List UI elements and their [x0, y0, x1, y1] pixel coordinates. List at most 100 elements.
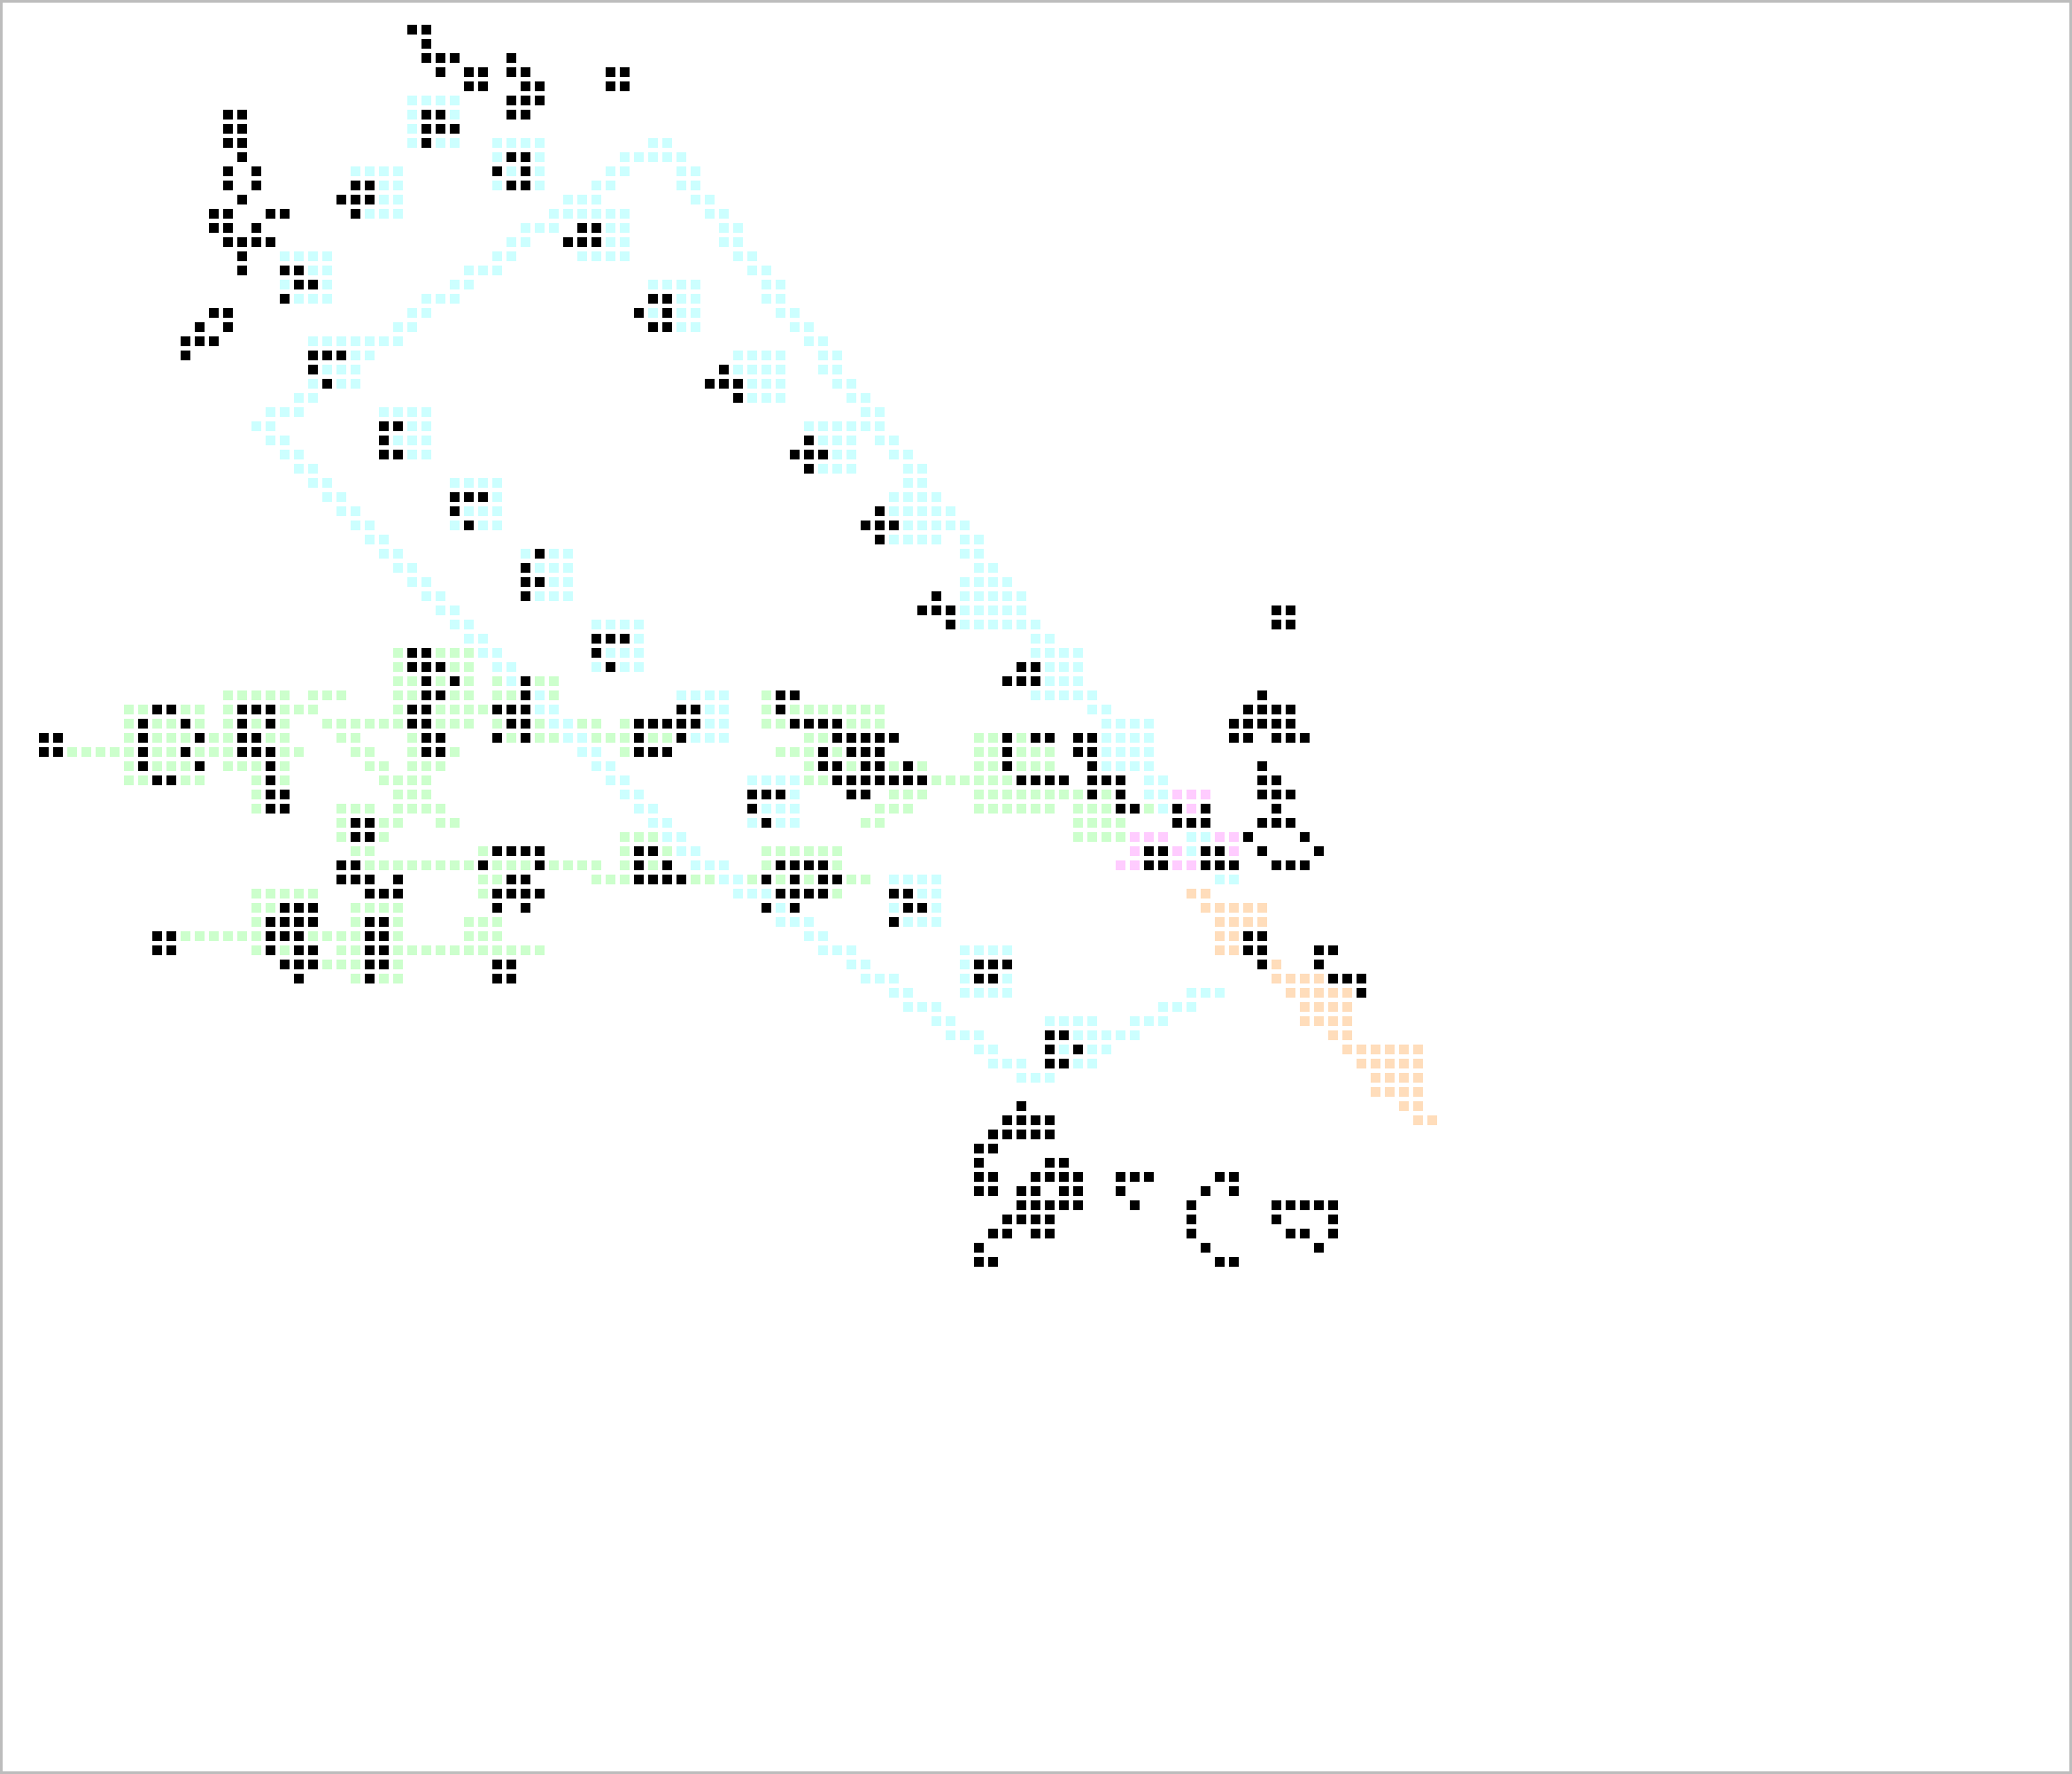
live-cell — [932, 605, 941, 615]
trail-cell-cyan-upper-stream — [1087, 690, 1097, 700]
trail-cell-green-oscillator-n — [478, 875, 488, 884]
trail-cell-cyan-upper-stream — [804, 322, 814, 332]
trail-cell-cyan-lower-stream — [1158, 1016, 1168, 1026]
live-cell — [393, 875, 403, 884]
trail-cell-orange-stream — [1399, 1087, 1409, 1097]
live-cell — [1257, 690, 1267, 700]
live-cell — [1272, 733, 1281, 743]
trail-cell-cyan-block-p — [691, 733, 700, 743]
live-cell — [521, 676, 530, 686]
trail-cell-green-oscillator-l — [1017, 747, 1026, 757]
live-cell — [1201, 818, 1210, 828]
trail-cell-cyan-northwest-stream — [266, 407, 275, 417]
live-cell — [1130, 1200, 1140, 1210]
live-cell — [436, 747, 445, 757]
trail-cell-green-upper-row — [421, 804, 431, 814]
live-cell — [237, 195, 247, 204]
live-cell — [577, 237, 587, 247]
live-cell — [988, 1144, 998, 1153]
trail-cell-green-right-row — [1087, 804, 1097, 814]
trail-cell-cyan-block-b — [393, 209, 403, 219]
live-cell — [1144, 846, 1154, 856]
live-cell — [266, 237, 275, 247]
trail-cell-cyan-block-r — [762, 804, 771, 814]
trail-cell-green-oscillator-b — [223, 761, 233, 771]
live-cell — [506, 846, 516, 856]
live-cell — [762, 790, 771, 799]
trail-cell-cyan-northwest-stream — [336, 492, 346, 502]
trail-cell-cyan-northwest-stream — [464, 634, 474, 644]
live-cell — [634, 860, 644, 870]
trail-cell-orange-stream — [1357, 1059, 1366, 1068]
trail-cell-cyan-block-n — [591, 662, 601, 672]
trail-cell-cyan-lower-stream — [903, 1002, 913, 1012]
trail-cell-cyan-upper-stream — [861, 421, 870, 431]
trail-cell-green-middle-row — [506, 860, 516, 870]
live-cell — [776, 889, 785, 899]
trail-cell-green-upper-row — [223, 747, 233, 757]
trail-cell-green-oscillator-i — [762, 705, 771, 714]
trail-cell-cyan-block-k — [932, 521, 941, 530]
live-cell — [988, 960, 998, 969]
trail-cell-green-middle-row — [591, 860, 601, 870]
trail-cell-green-upper-row — [379, 719, 389, 729]
trail-cell-cyan-lower-stream — [747, 889, 757, 899]
trail-cell-orange-block-b — [1314, 988, 1324, 998]
live-cell — [974, 1172, 984, 1182]
trail-cell-cyan-block-q — [1144, 733, 1154, 743]
trail-cell-green-upper-row — [294, 747, 304, 757]
trail-cell-cyan-block-a — [535, 152, 545, 162]
trail-cell-cyan-northwest-stream — [662, 818, 672, 828]
trail-cell-cyan-block-m — [960, 591, 970, 601]
trail-cell-cyan-block-i — [847, 436, 856, 445]
trail-cell-cyan-lower-stream — [932, 1016, 941, 1026]
trail-cell-cyan-northwest-stream — [577, 733, 587, 743]
trail-cell-green-lower-row — [209, 931, 219, 941]
trail-cell-cyan-block-h — [421, 436, 431, 445]
live-cell — [195, 733, 205, 743]
live-cell — [1257, 960, 1267, 969]
live-cell — [875, 506, 885, 516]
trail-cell-green-oscillator-b — [237, 761, 247, 771]
trail-cell-cyan-upper-stream — [1116, 733, 1125, 743]
trail-cell-cyan-lower-stream — [1130, 1016, 1140, 1026]
trail-cell-cyan-northwest-stream — [549, 705, 559, 714]
live-cell — [1017, 676, 1026, 686]
live-cell — [1073, 747, 1083, 757]
live-cell — [861, 790, 870, 799]
live-cell — [1045, 1200, 1055, 1210]
trail-cell-cyan-upper-stream — [861, 393, 870, 403]
live-cell — [1286, 705, 1295, 714]
trail-cell-cyan-upper-stream — [691, 195, 700, 204]
trail-cell-cyan-block-e — [676, 308, 686, 318]
trail-cell-cyan-lower-stream — [818, 945, 828, 955]
trail-cell-green-upper-row — [336, 733, 346, 743]
trail-cell-cyan-upper-stream — [719, 209, 729, 219]
live-cell — [1243, 705, 1253, 714]
live-cell — [280, 960, 290, 969]
trail-cell-cyan-block-c — [577, 251, 587, 261]
trail-cell-cyan-block-e — [691, 280, 700, 289]
trail-cell-snake-block-top — [436, 138, 445, 148]
trail-cell-green-middle-row — [705, 875, 715, 884]
live-cell — [1300, 1200, 1310, 1210]
trail-cell-green-oscillator-l — [1031, 804, 1040, 814]
live-cell — [379, 945, 389, 955]
trail-cell-green-right-row — [1002, 775, 1012, 785]
live-cell — [634, 846, 644, 856]
live-cell — [308, 960, 318, 969]
trail-cell-cyan-upper-stream — [1002, 577, 1012, 587]
trail-cell-cyan-block-u — [1087, 1059, 1097, 1068]
live-cell — [138, 719, 148, 729]
cell-grid[interactable] — [3, 3, 2069, 1771]
trail-cell-cyan-block-u — [1087, 1030, 1097, 1040]
live-cell — [1017, 662, 1026, 672]
trail-cell-cyan-block-d — [308, 266, 318, 275]
live-cell — [988, 1130, 998, 1139]
trail-cell-cyan-block-s — [932, 917, 941, 927]
live-cell — [521, 690, 530, 700]
trail-cell-cyan-upper-stream — [762, 294, 771, 304]
live-cell — [1187, 1200, 1196, 1210]
live-cell — [932, 591, 941, 601]
trail-cell-green-oscillator-c — [407, 676, 417, 686]
